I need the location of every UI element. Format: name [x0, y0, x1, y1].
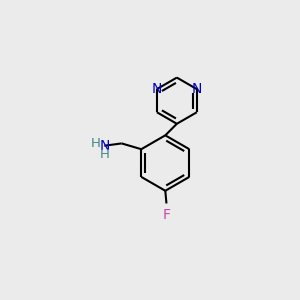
Text: N: N — [152, 82, 162, 96]
Text: N: N — [99, 139, 110, 153]
Text: H: H — [99, 148, 109, 161]
Text: N: N — [192, 82, 202, 96]
Text: F: F — [163, 208, 170, 222]
Text: H: H — [91, 137, 100, 150]
